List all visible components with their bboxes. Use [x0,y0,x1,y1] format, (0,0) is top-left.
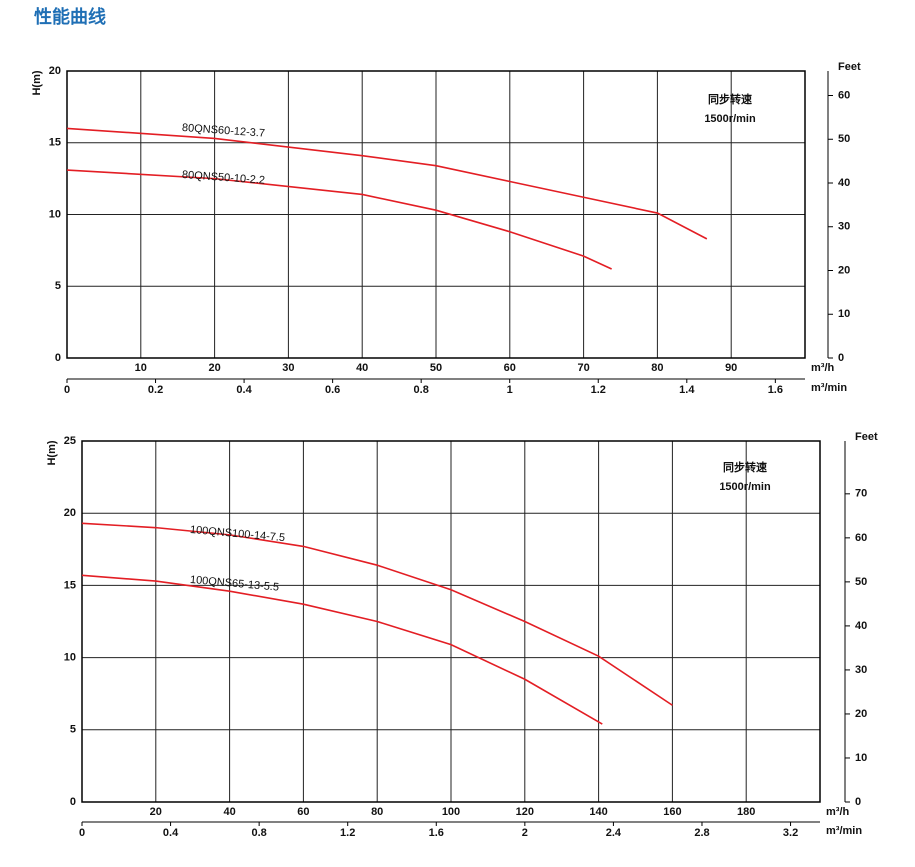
y2-axis-label: Feet [838,61,861,73]
x2-tick-label: 1.6 [429,827,444,839]
y2-tick-label: 10 [838,308,850,320]
y-tick-label: 0 [70,796,76,808]
x-tick-label: 20 [208,362,220,374]
x-tick-label: 30 [282,362,294,374]
y-tick-label: 20 [49,65,61,77]
page-title: 性能曲线 [34,6,106,27]
curve-label: 80QNS50-10-2.2 [182,169,266,187]
curve [66,169,612,270]
x-tick-label: 100 [442,806,460,818]
y-tick-label: 0 [55,352,61,364]
y2-tick-label: 30 [855,664,867,676]
x-tick-label: 50 [430,362,442,374]
plot-frame [81,440,821,803]
x-tick-label: 80 [651,362,663,374]
x2-tick-label: 0 [64,384,70,396]
x-tick-label: 160 [663,806,681,818]
x2-axis-label: m³/min [826,825,862,837]
y-axis-label: H(m) [46,440,58,465]
x-tick-label: 140 [589,806,607,818]
y2-tick-label: 70 [855,488,867,500]
x-axis-label: m³/h [811,362,835,374]
y2-tick-label: 0 [855,796,861,808]
x2-tick-label: 0.8 [251,827,266,839]
y-tick-label: 10 [64,652,76,664]
x2-tick-label: 3.2 [783,827,798,839]
y-tick-label: 15 [49,137,61,149]
y-axis-label: H(m) [31,70,43,95]
x2-tick-label: 0.2 [148,384,163,396]
x2-axis-label: m³/min [811,382,847,394]
x2-tick-label: 1 [507,384,513,396]
y2-tick-label: 40 [855,620,867,632]
curve [66,127,708,240]
x2-tick-label: 1.2 [340,827,355,839]
note: 1500r/min [719,481,771,493]
x-tick-label: 20 [150,806,162,818]
x2-tick-label: 1.6 [768,384,783,396]
y-tick-label: 5 [55,280,61,292]
x-tick-label: 70 [577,362,589,374]
x-tick-label: 180 [737,806,755,818]
y2-tick-label: 30 [838,221,850,233]
y-tick-label: 20 [64,507,76,519]
curve-label: 100QNS100-14-7.5 [189,524,285,544]
x-tick-label: 120 [516,806,534,818]
plot-frame [66,70,806,359]
note: 1500r/min [704,113,756,125]
curve-label: 100QNS65-13-5.5 [189,574,279,594]
x-axis-label: m³/h [826,806,850,818]
y-tick-label: 15 [64,579,76,591]
y-tick-label: 25 [64,435,76,447]
y-tick-label: 10 [49,208,61,220]
x2-tick-label: 0 [79,827,85,839]
x2-tick-label: 0.8 [414,384,429,396]
x-tick-label: 40 [356,362,368,374]
note: 同步转速 [723,460,767,474]
y-tick-label: 5 [70,724,76,736]
y2-tick-label: 60 [855,532,867,544]
x2-tick-label: 0.4 [236,384,252,396]
x2-tick-label: 1.4 [679,384,695,396]
x-tick-label: 60 [504,362,516,374]
y2-tick-label: 10 [855,752,867,764]
x-tick-label: 40 [223,806,235,818]
x-tick-label: 80 [371,806,383,818]
y2-tick-label: 40 [838,177,850,189]
y2-tick-label: 60 [838,89,850,101]
y2-tick-label: 0 [838,352,844,364]
x2-tick-label: 0.6 [325,384,340,396]
y2-tick-label: 20 [855,708,867,720]
x-tick-label: 60 [297,806,309,818]
y2-tick-label: 50 [855,576,867,588]
x2-tick-label: 2 [522,827,528,839]
x2-tick-label: 1.2 [591,384,606,396]
curve [81,522,673,706]
y2-tick-label: 50 [838,133,850,145]
x-tick-label: 90 [725,362,737,374]
y2-axis-label: Feet [855,431,878,443]
curve-label: 80QNS60-12-3.7 [182,122,266,140]
y2-tick-label: 20 [838,264,850,276]
x2-tick-label: 0.4 [163,827,179,839]
note: 同步转速 [708,92,752,106]
x2-tick-label: 2.8 [694,827,709,839]
curve [81,574,603,725]
x-tick-label: 10 [135,362,147,374]
x2-tick-label: 2.4 [606,827,622,839]
